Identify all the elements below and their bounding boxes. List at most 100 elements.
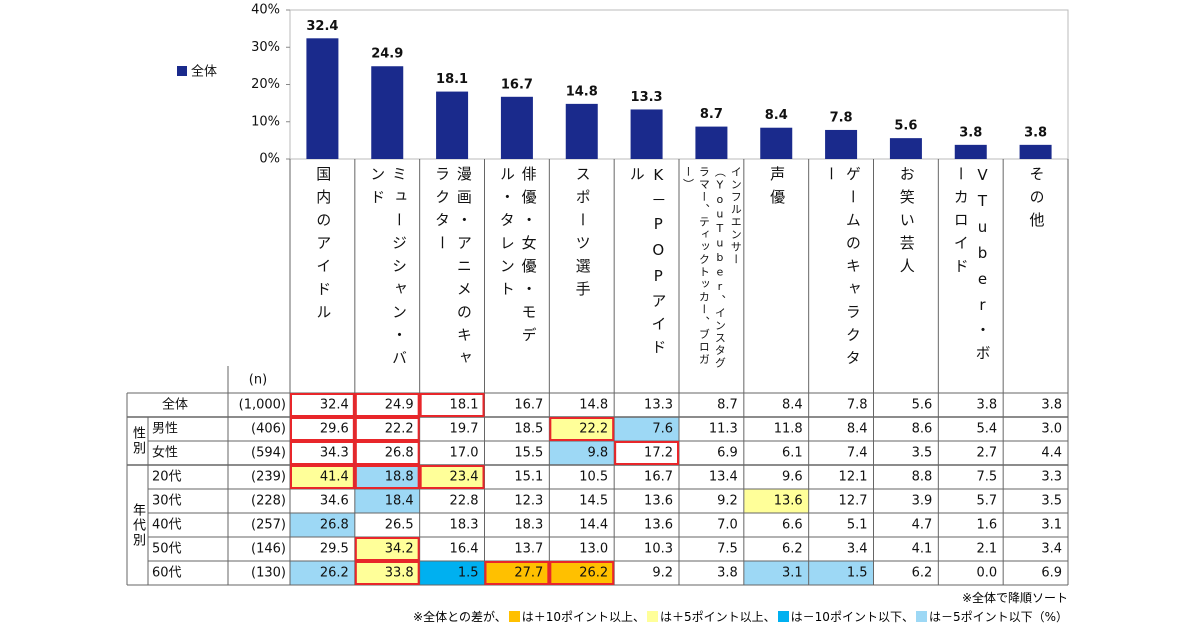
cell-value: 29.5 <box>320 542 349 557</box>
cell-value: 7.6 <box>652 422 673 437</box>
cell-value: 9.6 <box>782 470 803 485</box>
cell-value: 26.5 <box>385 518 414 533</box>
y-tick-label: 10% <box>251 114 280 129</box>
cell-highlight <box>549 441 615 465</box>
cell-value: 41.4 <box>320 470 349 485</box>
cell-value: 14.5 <box>579 494 608 509</box>
cell-highlight <box>549 561 615 585</box>
cell-box <box>419 465 485 489</box>
cell-value: 3.1 <box>1041 518 1062 533</box>
row-label: 30代 <box>152 494 182 509</box>
cell-value: 16.7 <box>644 470 673 485</box>
group-label: 性別 <box>130 426 145 456</box>
cell-value: 15.5 <box>514 446 543 461</box>
x-tick-label: その他 <box>1027 166 1046 235</box>
plot-frame <box>289 9 1069 160</box>
sort-note: ※全体で降順ソート <box>961 591 1068 605</box>
cell-value: 18.5 <box>514 422 543 437</box>
cell-value: 18.4 <box>385 494 414 509</box>
data-label: 24.9 <box>371 47 403 62</box>
cell-box <box>484 561 550 585</box>
cell-value: 10.3 <box>644 542 673 557</box>
cell-value: 23.4 <box>450 470 479 485</box>
legend-swatch <box>647 611 659 622</box>
cell-box <box>354 441 420 465</box>
y-tick-label: 30% <box>251 40 280 55</box>
legend-swatch <box>177 66 187 76</box>
cell-value: 16.4 <box>450 542 479 557</box>
n-header: (n) <box>249 373 267 388</box>
x-tick-label: 声優 <box>768 166 787 212</box>
cell-highlight <box>290 513 355 537</box>
bar <box>825 129 858 159</box>
bar <box>760 127 793 159</box>
cell-value: 9.2 <box>652 566 673 581</box>
category-cell: お笑い芸人 <box>874 166 939 388</box>
cell-value: 1.5 <box>458 566 479 581</box>
row-n: (239) <box>251 470 286 485</box>
category-cell: VTuber・ボーカロイド <box>938 166 1003 388</box>
cell-value: 19.7 <box>450 422 479 437</box>
cell-value: 8.4 <box>847 422 868 437</box>
category-cell: その他 <box>1003 166 1068 388</box>
y-tick-label: 0% <box>259 152 280 167</box>
cell-value: 22.2 <box>385 422 414 437</box>
cell-value: 7.0 <box>717 518 738 533</box>
data-label: 5.6 <box>894 119 917 134</box>
cell-value: 14.8 <box>579 398 608 413</box>
cell-value: 7.5 <box>976 470 997 485</box>
highlight-legend: ※全体との差が、 は＋10ポイント以上、 は＋5ポイント以上、 は－10ポイント以下、… <box>413 608 1068 625</box>
cell-value: 18.3 <box>514 518 543 533</box>
category-cell: スポーツ選手 <box>549 166 614 388</box>
cell-value: 5.6 <box>912 398 933 413</box>
cell-value: 22.8 <box>450 494 479 509</box>
cell-value: 6.9 <box>1041 566 1062 581</box>
cell-value: 33.8 <box>385 566 414 581</box>
cell-value: 6.1 <box>782 446 803 461</box>
cell-value: 18.1 <box>450 398 479 413</box>
cell-value: 13.3 <box>644 398 673 413</box>
cell-value: 7.8 <box>847 398 868 413</box>
data-label: 14.8 <box>566 84 598 99</box>
cell-value: 3.3 <box>1041 470 1062 485</box>
category-cell: ミュージシャン・バンド <box>355 166 420 388</box>
y-tick-label: 20% <box>251 77 280 92</box>
cell-value: 2.7 <box>976 446 997 461</box>
cell-value: 17.2 <box>644 446 673 461</box>
cell-value: 6.2 <box>912 566 933 581</box>
cell-value: 26.8 <box>320 518 349 533</box>
legend-swatch <box>777 611 789 622</box>
cell-value: 7.4 <box>847 446 868 461</box>
cell-box <box>354 537 420 561</box>
data-label: 8.4 <box>765 108 788 123</box>
x-tick-label: VTuber・ボーカロイド <box>951 166 992 368</box>
cell-value: 13.6 <box>774 494 803 509</box>
category-cell: ゲームのキャラクター <box>809 166 874 388</box>
data-label: 13.3 <box>631 90 663 105</box>
data-label: 3.8 <box>1024 125 1047 140</box>
cell-box <box>549 561 615 585</box>
cell-value: 0.0 <box>976 566 997 581</box>
x-tick-label: 俳優・女優・モデル・タレント <box>497 166 538 350</box>
cell-highlight <box>743 561 809 585</box>
row-n: (228) <box>251 494 286 509</box>
x-tick-label: ミュージシャン・バンド <box>368 166 408 373</box>
legend-unit: （%） <box>1032 610 1068 624</box>
cell-highlight <box>614 417 679 441</box>
cell-box <box>290 465 355 489</box>
row-label: 男性 <box>152 422 178 437</box>
row-label: 60代 <box>152 566 182 581</box>
category-cell: 国内のアイドル <box>290 166 355 388</box>
cell-value: 1.6 <box>976 518 997 533</box>
row-label: 女性 <box>152 445 178 461</box>
cell-value: 16.7 <box>514 398 543 413</box>
row-label: 50代 <box>152 542 182 557</box>
bar <box>436 91 469 159</box>
cell-value: 2.1 <box>976 542 997 557</box>
legend-text: は－5ポイント以下 <box>928 610 1033 624</box>
legend-swatch <box>508 611 520 622</box>
cell-highlight <box>808 561 874 585</box>
category-cell: 漫画・アニメのキャラクター <box>420 166 485 388</box>
bar <box>371 66 404 159</box>
